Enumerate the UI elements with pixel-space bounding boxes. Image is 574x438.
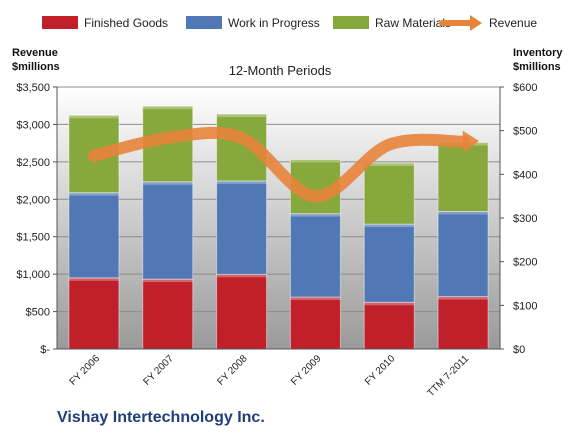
bar-work-in-progress — [217, 181, 267, 274]
right-axis-tick-label: $200 — [513, 257, 537, 269]
legend-swatch-raw-materials — [333, 16, 369, 29]
bar-finished-goods — [69, 278, 119, 349]
bar-finished-goods — [290, 297, 340, 349]
left-axis-tick-label: $2,000 — [16, 194, 50, 206]
plot-area — [57, 87, 500, 349]
left-axis-tick-label: $1,000 — [16, 269, 50, 281]
legend-label: Finished Goods — [84, 16, 168, 30]
right-axis-tick-label: $400 — [513, 169, 537, 181]
legend-swatch-work-in-progress — [186, 16, 222, 29]
bar-finished-goods — [438, 297, 488, 349]
left-axis-tick-label: $500 — [26, 307, 50, 319]
left-axis-tick-label: $- — [40, 344, 50, 356]
right-axis-title-line1: Inventory — [513, 47, 563, 59]
left-axis-tick-label: $1,500 — [16, 232, 50, 244]
bar-highlight — [69, 115, 119, 118]
right-axis-tick-label: $300 — [513, 213, 537, 225]
bar-raw-materials — [438, 142, 488, 211]
legend-label: Revenue — [489, 16, 537, 30]
bar-highlight — [217, 114, 267, 117]
x-axis-tick-label: FY 2006 — [68, 353, 103, 388]
x-axis-tick-label: FY 2010 — [363, 353, 398, 388]
bar-raw-materials — [364, 163, 414, 224]
bar-highlight — [290, 159, 340, 162]
legend-label: Work in Progress — [228, 16, 320, 30]
x-axis-tick-label: FY 2008 — [215, 353, 250, 388]
left-axis-tick-label: $3,000 — [16, 119, 50, 131]
bar-work-in-progress — [438, 211, 488, 296]
bar-finished-goods — [217, 274, 267, 349]
bar-work-in-progress — [69, 193, 119, 278]
chart-subtitle: 12-Month Periods — [229, 63, 332, 78]
right-axis-tick-label: $100 — [513, 300, 537, 312]
left-axis-tick-label: $2,500 — [16, 157, 50, 169]
left-axis-title-line1: Revenue — [12, 47, 58, 59]
company-name: Vishay Intertechnology Inc. — [57, 409, 265, 426]
bar-work-in-progress — [290, 214, 340, 297]
bar-work-in-progress — [364, 224, 414, 302]
right-axis-title-line2: $millions — [513, 61, 561, 73]
legend-arrow-icon — [470, 15, 482, 31]
bar-work-in-progress — [143, 182, 193, 279]
right-axis-tick-label: $0 — [513, 344, 525, 356]
x-axis-tick-label: TTM 7-2011 — [425, 353, 471, 399]
x-axis-tick-label: FY 2007 — [141, 353, 176, 388]
left-axis-tick-label: $3,500 — [16, 82, 50, 94]
legend-swatch-finished-goods — [42, 16, 78, 29]
left-axis-title-line2: $millions — [12, 61, 60, 73]
bar-finished-goods — [143, 279, 193, 349]
right-axis-tick-label: $600 — [513, 82, 537, 94]
bar-finished-goods — [364, 302, 414, 349]
right-axis-tick-label: $500 — [513, 126, 537, 138]
x-axis-tick-label: FY 2009 — [289, 353, 324, 388]
bar-highlight — [143, 106, 193, 109]
